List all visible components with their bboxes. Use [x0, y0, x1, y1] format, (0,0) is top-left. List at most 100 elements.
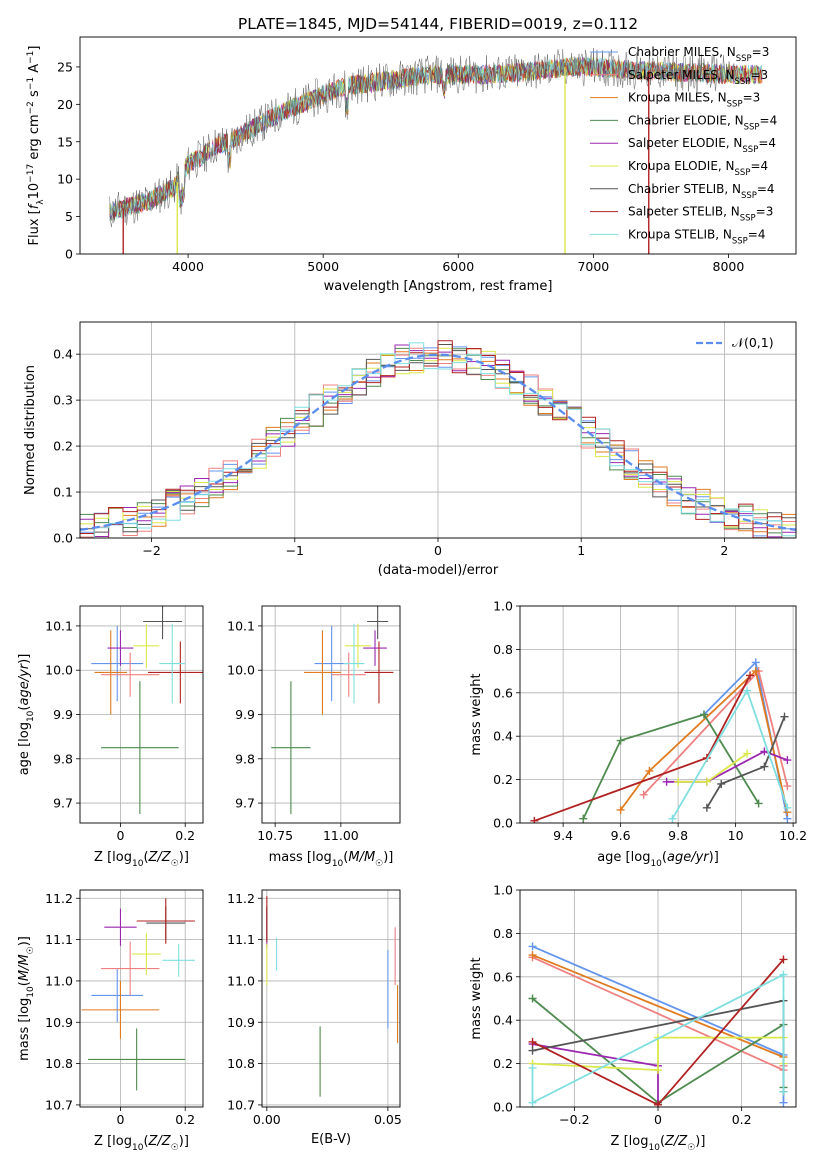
y-tick-label: 10.9	[45, 1015, 73, 1030]
mass-weight-marker	[743, 686, 752, 695]
y-tick-label: 9.7	[53, 796, 73, 811]
y-tick-label: 0.4	[493, 1013, 513, 1028]
mass-vs-ebv-x-label: E(B-V)	[311, 1132, 351, 1147]
plot-area	[80, 340, 796, 538]
x-tick-label: −2	[142, 543, 160, 558]
y-tick-label: 0.2	[53, 439, 73, 454]
legend-label: Kroupa STELIB, NSSP=4	[628, 227, 766, 246]
legend-label: Salpeter ELODIE, NSSP=4	[628, 136, 776, 155]
mass-weight-marker	[700, 710, 708, 719]
axes-frame	[519, 605, 797, 824]
plot-area	[530, 658, 792, 823]
y-tick-label: 0.8	[493, 926, 513, 941]
y-tick-label: 11.2	[227, 891, 255, 906]
age-vs-mass-x-label: mass [log10(M/M☉)]	[269, 850, 394, 869]
axes-frame	[261, 605, 401, 824]
x-tick-label: 0.2	[175, 1112, 195, 1127]
mass-weight-marker	[616, 805, 625, 814]
axes-massweight-vs-age: 9.4 9.6 9.8 10 10.2 0.0 0.2 0.4 0.6 0.8 1.0 age [lo…	[469, 599, 807, 870]
spectrum-x-label: wavelength [Angstrom, rest frame]	[324, 279, 553, 294]
figure-title: PLATE=1845, MJD=54144, FIBERID=0019, z=0…	[238, 15, 638, 33]
mass-weight-marker	[528, 1037, 537, 1046]
residuals-x-label: (data-model)/error	[378, 563, 499, 578]
mass-weight-marker	[754, 799, 763, 808]
mass-weight-marker	[743, 749, 752, 758]
x-tick-label: 0.2	[175, 828, 195, 843]
x-tick-label: −1	[286, 543, 304, 558]
x-tick-label: 0.2	[732, 1112, 752, 1127]
massweight-vs-Z-y-label: mass weight	[469, 957, 484, 1039]
mass-weight-marker	[702, 803, 711, 812]
mass-weight-line	[534, 674, 751, 822]
plot-area	[91, 606, 203, 815]
legend-label: Salpeter MILES, NSSP=3	[628, 68, 768, 87]
axes-age-vs-mass: 10.75 11.00 9.7 9.8 9.9 10.0 10.1 mass [log10(M…	[227, 605, 401, 869]
axes-mass-vs-ebv: 0.00 0.05 10.7 10.8 10.9 11.0 11.1 11.2 E(B-V)	[227, 889, 402, 1147]
axes-frame	[79, 321, 797, 539]
mass-weight-marker	[528, 942, 537, 951]
mass-vs-Z-x-label: Z [log10(Z/Z☉)]	[94, 1134, 189, 1153]
mass-weight-marker	[702, 777, 711, 786]
legend-label: Chabrier MILES, NSSP=3	[628, 45, 769, 64]
y-tick-label: 9.8	[53, 751, 73, 766]
y-tick-label: 25	[57, 59, 73, 74]
legend-label: Salpeter STELIB, NSSP=3	[628, 205, 773, 224]
y-tick-label: 0.6	[493, 969, 513, 984]
mass-weight-line	[531, 973, 785, 1105]
y-tick-label: 11.0	[45, 973, 73, 988]
y-tick-label: 0.0	[493, 816, 513, 831]
y-tick-label: 0.4	[53, 347, 73, 362]
mass-weight-marker	[779, 955, 788, 964]
mass-weight-marker	[662, 777, 671, 786]
y-tick-label: 10.9	[227, 1015, 255, 1030]
y-tick-label: 10.8	[45, 1056, 73, 1071]
y-tick-label: 10.7	[227, 1097, 255, 1112]
y-tick-label: 0.2	[493, 772, 513, 787]
mass-weight-marker	[751, 667, 760, 676]
x-tick-label: 0	[116, 828, 124, 843]
axes-frame	[519, 889, 797, 1108]
mass-weight-marker	[579, 814, 588, 823]
axes-frame	[79, 889, 204, 1108]
y-tick-label: 15	[57, 134, 73, 149]
x-tick-label: 0	[434, 543, 442, 558]
y-tick-label: 0.2	[493, 1056, 513, 1071]
y-tick-label: 1.0	[493, 599, 513, 614]
grid	[520, 605, 796, 824]
x-tick-label: 0.00	[253, 1112, 281, 1127]
grid	[262, 890, 400, 1107]
mass-weight-marker	[760, 762, 769, 771]
spectrum-legend: Chabrier MILES, NSSP=3 Salpeter MILES, NS…	[590, 45, 777, 246]
mass-weight-marker	[645, 766, 654, 775]
x-tick-label: 0	[654, 1112, 662, 1127]
mass-weight-marker	[654, 1066, 662, 1075]
spectrum-y-label: Flux [fλ10−17 erg cm−2 s−1 A−1]	[26, 46, 46, 246]
mass-weight-marker	[779, 1098, 788, 1107]
axes-frame	[79, 605, 204, 824]
mass-vs-Z-y-label: mass [log10(M/M☉)]	[17, 936, 36, 1061]
x-tick-label: 11.00	[323, 828, 359, 843]
x-tick-label: 2	[720, 543, 728, 558]
mass-weight-marker	[530, 816, 539, 823]
mass-weight-marker	[528, 951, 537, 960]
axes-frame	[261, 889, 401, 1108]
axes-frame	[79, 36, 797, 255]
grid	[80, 890, 203, 1107]
plot-area	[81, 898, 195, 1091]
plot-area	[271, 606, 394, 815]
histogram-series	[80, 342, 796, 538]
mass-weight-line	[582, 713, 760, 820]
age-vs-Z-y-label: age [log10(age/yr)]	[17, 654, 36, 776]
mass-weight-marker	[783, 782, 792, 791]
x-tick-label: 9.8	[668, 828, 688, 843]
mass-weight-marker	[654, 1100, 662, 1107]
mass-weight-marker	[783, 756, 792, 765]
y-tick-label: 11.2	[45, 891, 73, 906]
legend-label: Chabrier STELIB, NSSP=4	[628, 182, 775, 201]
y-tick-label: 11.1	[227, 932, 255, 947]
normal-curve	[80, 353, 796, 532]
mass-weight-marker	[780, 712, 789, 721]
y-tick-label: 0.0	[493, 1100, 513, 1115]
y-tick-label: 9.9	[53, 707, 73, 722]
